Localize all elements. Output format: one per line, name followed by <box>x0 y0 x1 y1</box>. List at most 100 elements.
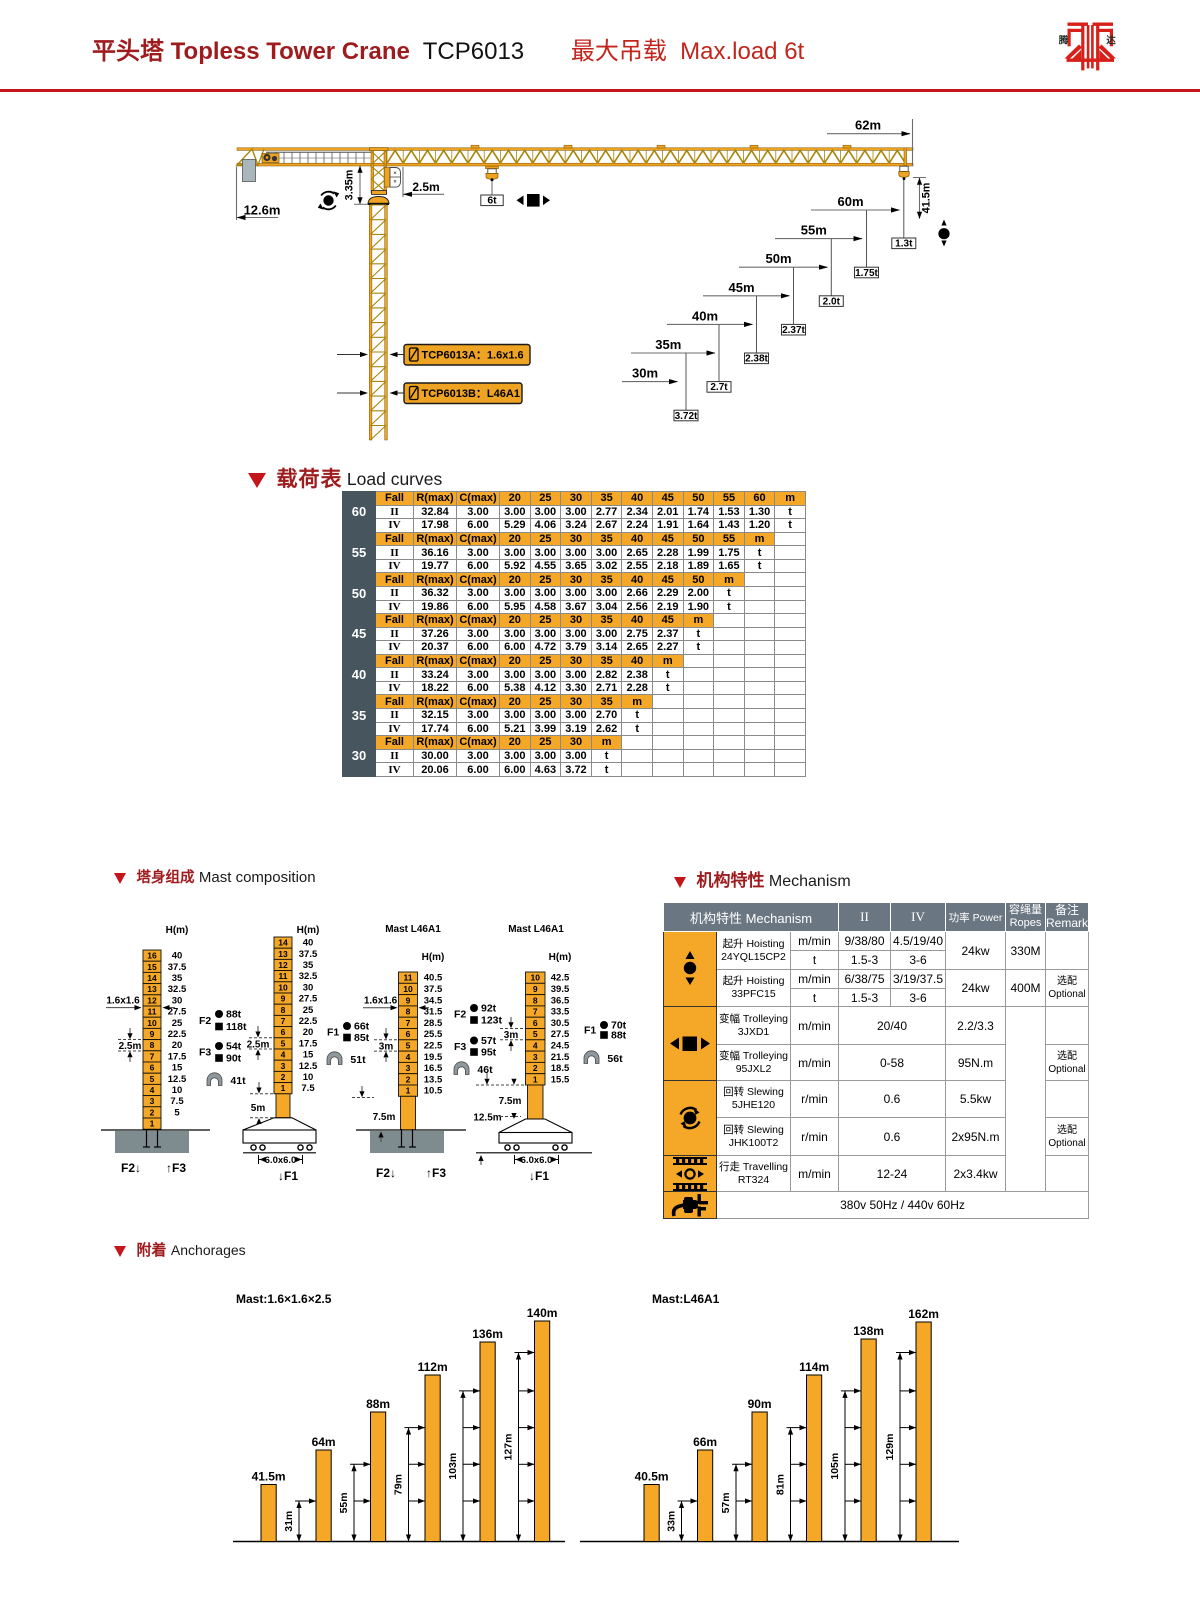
svg-text:H(m): H(m) <box>422 952 445 963</box>
svg-text:F2↓: F2↓ <box>376 1166 396 1180</box>
svg-text:H(m): H(m) <box>297 925 320 936</box>
svg-text:12.5: 12.5 <box>168 1074 187 1085</box>
svg-text:3: 3 <box>281 1061 286 1071</box>
svg-text:112m: 112m <box>418 1360 448 1374</box>
svg-text:15: 15 <box>172 1063 183 1074</box>
svg-text:40.5: 40.5 <box>424 973 443 984</box>
svg-text:1.6x1.6: 1.6x1.6 <box>364 996 398 1007</box>
svg-text:13: 13 <box>147 984 157 994</box>
svg-text:34.5: 34.5 <box>424 995 443 1006</box>
svg-text:27.5: 27.5 <box>168 1007 187 1018</box>
svg-text:2.38t: 2.38t <box>745 354 768 365</box>
svg-text:123t: 123t <box>481 1015 503 1027</box>
svg-text:39.5: 39.5 <box>551 984 570 995</box>
svg-text:Mast:L46A1: Mast:L46A1 <box>652 1292 720 1306</box>
svg-text:13: 13 <box>278 949 288 959</box>
svg-text:2: 2 <box>533 1063 538 1073</box>
svg-text:7: 7 <box>406 1018 411 1028</box>
svg-text:F2: F2 <box>199 1015 211 1027</box>
svg-text:10: 10 <box>403 984 413 994</box>
svg-text:7: 7 <box>533 1007 538 1017</box>
svg-text:17.5: 17.5 <box>168 1051 187 1062</box>
svg-text:17.5: 17.5 <box>299 1038 318 1049</box>
svg-text:88t: 88t <box>226 1009 242 1021</box>
svg-text:21.5: 21.5 <box>551 1052 570 1063</box>
svg-text:Mast L46A1: Mast L46A1 <box>385 924 441 935</box>
svg-text:37.5: 37.5 <box>299 949 318 960</box>
svg-text:56t: 56t <box>607 1053 623 1065</box>
svg-text:3: 3 <box>533 1052 538 1062</box>
svg-text:57t: 57t <box>481 1035 497 1047</box>
svg-text:79m: 79m <box>393 1474 405 1495</box>
svg-text:腾: 腾 <box>1058 35 1069 47</box>
svg-text:2.5m: 2.5m <box>247 1040 270 1051</box>
svg-text:9: 9 <box>281 994 286 1004</box>
svg-text:118t: 118t <box>226 1021 247 1033</box>
svg-text:18.5: 18.5 <box>551 1063 570 1074</box>
svg-text:3m: 3m <box>504 1030 519 1041</box>
svg-text:20: 20 <box>303 1027 314 1038</box>
svg-text:20: 20 <box>172 1040 183 1051</box>
svg-text:4: 4 <box>533 1041 538 1051</box>
svg-text:F3: F3 <box>199 1047 211 1059</box>
svg-text:33m: 33m <box>666 1511 678 1532</box>
svg-text:↑F3: ↑F3 <box>166 1161 186 1175</box>
svg-text:5: 5 <box>533 1029 538 1039</box>
svg-text:7: 7 <box>150 1051 155 1061</box>
svg-text:4: 4 <box>150 1085 155 1095</box>
svg-text:↑F3: ↑F3 <box>426 1166 446 1180</box>
svg-text:10: 10 <box>531 973 541 983</box>
svg-text:10: 10 <box>172 1085 183 1096</box>
svg-text:37.5: 37.5 <box>168 962 187 973</box>
svg-text:1: 1 <box>406 1086 411 1096</box>
svg-text:14: 14 <box>147 973 157 983</box>
svg-text:2.5m: 2.5m <box>119 1041 142 1052</box>
svg-text:7.5m: 7.5m <box>499 1096 522 1107</box>
svg-text:19.5: 19.5 <box>424 1052 443 1063</box>
svg-text:15.5: 15.5 <box>551 1074 570 1085</box>
svg-text:138m: 138m <box>853 1324 884 1338</box>
svg-text:1.75t: 1.75t <box>855 268 878 279</box>
svg-text:6t: 6t <box>487 195 497 207</box>
svg-text:55m: 55m <box>801 223 827 238</box>
svg-text:2: 2 <box>150 1107 155 1117</box>
svg-text:70t: 70t <box>611 1020 627 1032</box>
svg-text:46t: 46t <box>477 1064 493 1076</box>
svg-text:25: 25 <box>303 1005 314 1016</box>
svg-text:42.5: 42.5 <box>551 973 570 984</box>
svg-text:35: 35 <box>303 960 314 971</box>
svg-text:25.5: 25.5 <box>424 1029 443 1040</box>
svg-text:30m: 30m <box>632 366 658 381</box>
svg-text:4: 4 <box>406 1052 411 1062</box>
svg-text:40.5m: 40.5m <box>635 1470 669 1484</box>
svg-text:6: 6 <box>281 1027 286 1037</box>
svg-text:36.5: 36.5 <box>551 995 570 1006</box>
svg-text:1: 1 <box>533 1074 538 1084</box>
svg-text:1.6x1.6: 1.6x1.6 <box>106 996 140 1007</box>
svg-text:3.35m: 3.35m <box>344 170 356 201</box>
svg-text:88t: 88t <box>611 1030 627 1042</box>
svg-text:5m: 5m <box>251 1103 266 1114</box>
svg-text:25: 25 <box>172 1018 183 1029</box>
svg-text:7.5: 7.5 <box>170 1096 184 1107</box>
svg-text:Mast:1.6×1.6×2.5: Mast:1.6×1.6×2.5 <box>236 1292 332 1306</box>
svg-text:TCP6013B：L46A1: TCP6013B：L46A1 <box>422 388 520 400</box>
svg-text:114m: 114m <box>799 1360 829 1374</box>
svg-text:85t: 85t <box>354 1032 370 1044</box>
svg-text:↓F1: ↓F1 <box>278 1169 298 1183</box>
svg-text:2.37t: 2.37t <box>782 325 805 336</box>
svg-text:7.5: 7.5 <box>301 1083 315 1094</box>
svg-text:13.5: 13.5 <box>424 1074 443 1085</box>
svg-text:✕: ✕ <box>393 179 397 184</box>
svg-text:F3: F3 <box>454 1041 466 1053</box>
svg-text:4: 4 <box>281 1050 286 1060</box>
svg-text:30: 30 <box>303 982 314 993</box>
svg-text:1.3t: 1.3t <box>895 239 913 250</box>
svg-text:2.0t: 2.0t <box>823 296 841 307</box>
svg-text:90t: 90t <box>226 1053 242 1065</box>
svg-text:达: 达 <box>1106 35 1116 47</box>
svg-text:32.5: 32.5 <box>168 984 187 995</box>
svg-text:16: 16 <box>147 951 157 961</box>
svg-text:2: 2 <box>281 1072 286 1082</box>
svg-text:6.0x6.0: 6.0x6.0 <box>521 1155 553 1166</box>
